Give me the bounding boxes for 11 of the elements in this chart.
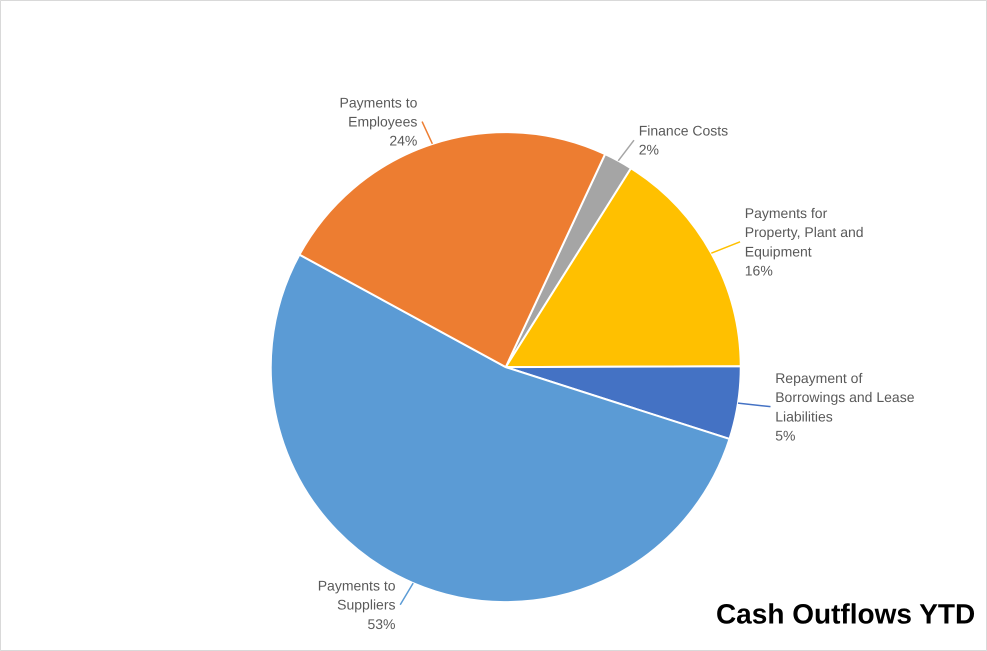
slice-label: Payments to Employees (340, 94, 418, 130)
data-label: 53% (367, 616, 396, 632)
slice-label: Repayment of Borrowings and Lease Liabilities (775, 370, 915, 424)
slice-label: Payments to Suppliers (318, 578, 396, 613)
text: Cash Outflows YTD (716, 598, 976, 630)
slice-label: Finance Costs (638, 122, 728, 139)
data-label: 24% (389, 132, 418, 149)
data-label: 2% (638, 142, 659, 158)
slice-label: Payments for Property, Plant and Equipment (744, 204, 864, 260)
data-label: 5% (775, 427, 796, 444)
data-label: 16% (744, 262, 773, 279)
